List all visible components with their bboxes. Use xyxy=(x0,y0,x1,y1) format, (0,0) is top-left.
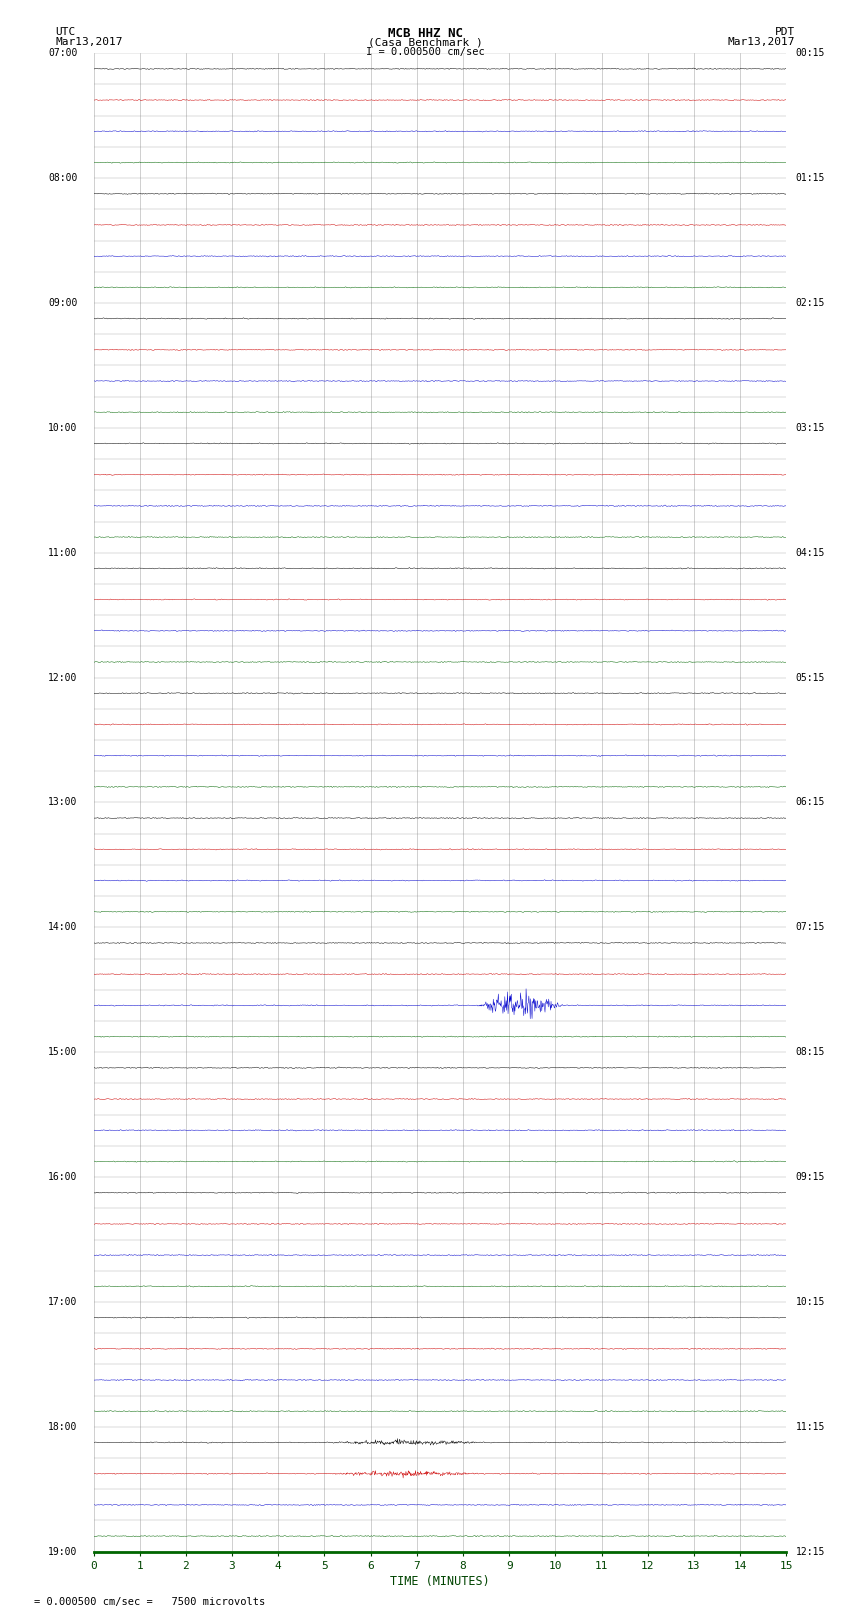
Text: 14:00: 14:00 xyxy=(48,923,77,932)
Text: = 0.000500 cm/sec =   7500 microvolts: = 0.000500 cm/sec = 7500 microvolts xyxy=(34,1597,265,1607)
Text: 08:15: 08:15 xyxy=(796,1047,824,1057)
Text: 05:15: 05:15 xyxy=(796,673,824,682)
Text: (Casa Benchmark ): (Casa Benchmark ) xyxy=(367,37,483,47)
X-axis label: TIME (MINUTES): TIME (MINUTES) xyxy=(390,1574,490,1587)
Text: 13:00: 13:00 xyxy=(48,797,77,808)
Text: MCB HHZ NC: MCB HHZ NC xyxy=(388,27,462,40)
Text: 12:00: 12:00 xyxy=(48,673,77,682)
Text: 19:00: 19:00 xyxy=(48,1547,77,1557)
Text: 09:00: 09:00 xyxy=(48,298,77,308)
Text: 10:00: 10:00 xyxy=(48,423,77,432)
Text: 10:15: 10:15 xyxy=(796,1297,824,1307)
Text: Mar13,2017: Mar13,2017 xyxy=(55,37,122,47)
Text: 18:00: 18:00 xyxy=(48,1421,77,1432)
Text: UTC: UTC xyxy=(55,27,76,37)
Text: 04:15: 04:15 xyxy=(796,548,824,558)
Text: 08:00: 08:00 xyxy=(48,173,77,184)
Text: 01:15: 01:15 xyxy=(796,173,824,184)
Text: 09:15: 09:15 xyxy=(796,1173,824,1182)
Text: PDT: PDT xyxy=(774,27,795,37)
Text: 16:00: 16:00 xyxy=(48,1173,77,1182)
Text: 11:00: 11:00 xyxy=(48,548,77,558)
Text: I = 0.000500 cm/sec: I = 0.000500 cm/sec xyxy=(366,47,484,56)
Text: 11:15: 11:15 xyxy=(796,1421,824,1432)
Text: 02:15: 02:15 xyxy=(796,298,824,308)
Text: 00:15: 00:15 xyxy=(796,48,824,58)
Text: 07:00: 07:00 xyxy=(48,48,77,58)
Text: 12:15: 12:15 xyxy=(796,1547,824,1557)
Text: Mar13,2017: Mar13,2017 xyxy=(728,37,795,47)
Text: 03:15: 03:15 xyxy=(796,423,824,432)
Text: 06:15: 06:15 xyxy=(796,797,824,808)
Text: 07:15: 07:15 xyxy=(796,923,824,932)
Text: 17:00: 17:00 xyxy=(48,1297,77,1307)
Text: 15:00: 15:00 xyxy=(48,1047,77,1057)
